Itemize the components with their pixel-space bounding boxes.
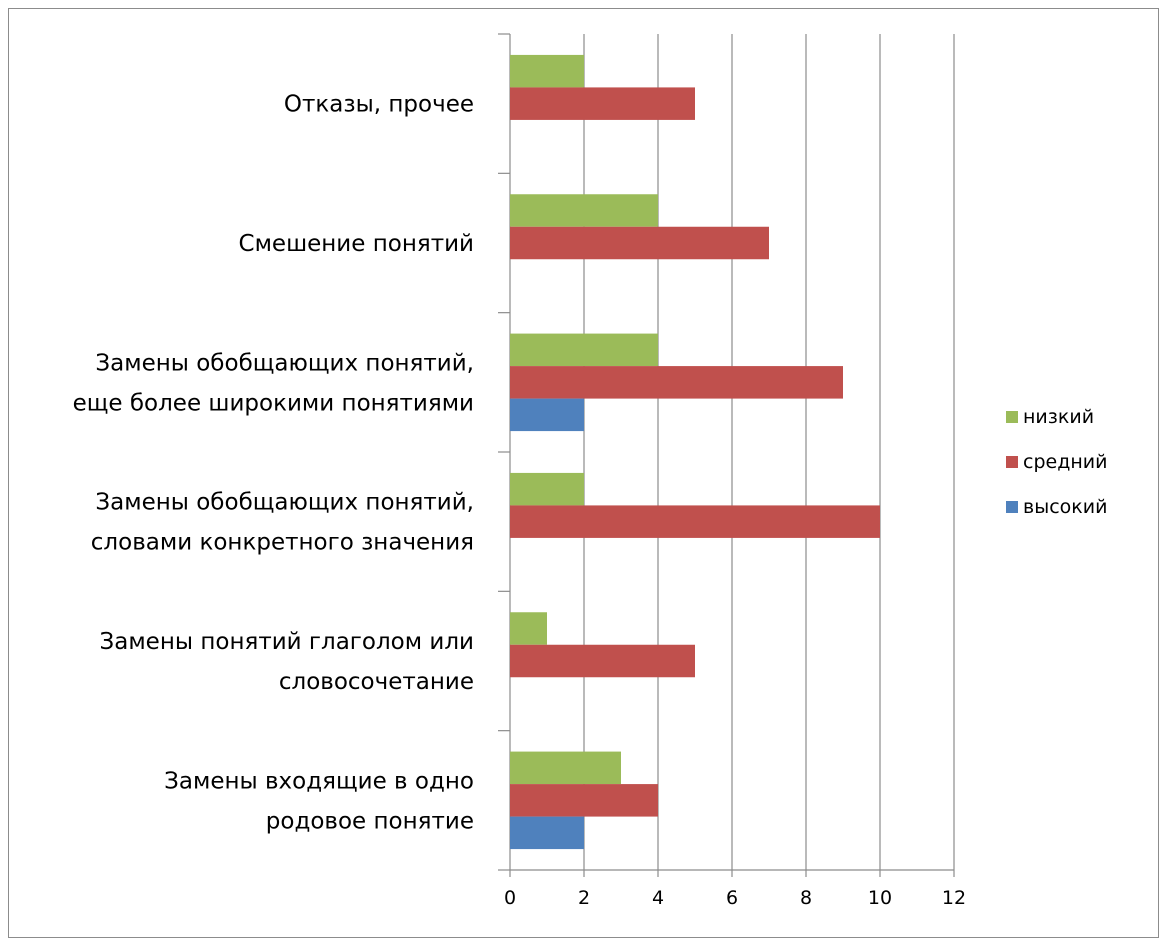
category-label: Замены понятий глаголом или словосочетани… <box>99 629 474 695</box>
bar-высокий <box>510 817 584 850</box>
bar-низкий <box>510 752 621 785</box>
x-tick-label: 6 <box>726 887 738 909</box>
x-tick-label: 0 <box>504 887 516 909</box>
bar-низкий <box>510 612 547 645</box>
legend-swatch-высокий <box>1006 501 1018 513</box>
legend-swatch-средний <box>1006 456 1018 468</box>
category-label: Отказы, прочее <box>284 92 474 118</box>
category-label: Замены обобщающих понятий, словами конкре… <box>91 490 474 556</box>
bar-низкий <box>510 55 584 88</box>
legend-label: низкий <box>1023 406 1094 428</box>
bar-средний <box>510 505 880 537</box>
x-tick-label: 8 <box>800 887 812 909</box>
legend-swatch-низкий <box>1006 411 1018 423</box>
bar-средний <box>510 784 658 817</box>
bar-высокий <box>510 399 584 432</box>
category-label: Замены обобщающих понятий, еще более широ… <box>73 350 474 416</box>
bar-низкий <box>510 194 658 227</box>
x-tick-label: 10 <box>868 887 892 909</box>
bar-средний <box>510 87 695 120</box>
legend-label: средний <box>1023 451 1107 473</box>
x-tick-label: 4 <box>652 887 664 909</box>
category-label: Смешение понятий <box>239 231 474 257</box>
bar-низкий <box>510 334 658 367</box>
bar-низкий <box>510 473 584 506</box>
x-tick-label: 2 <box>578 887 590 909</box>
bar-средний <box>510 227 769 260</box>
bar-средний <box>510 366 843 399</box>
category-label: Замены входящие в одно родовое понятие <box>164 768 474 834</box>
bar-средний <box>510 645 695 678</box>
legend-label: высокий <box>1023 496 1107 518</box>
x-tick-label: 12 <box>942 887 966 909</box>
